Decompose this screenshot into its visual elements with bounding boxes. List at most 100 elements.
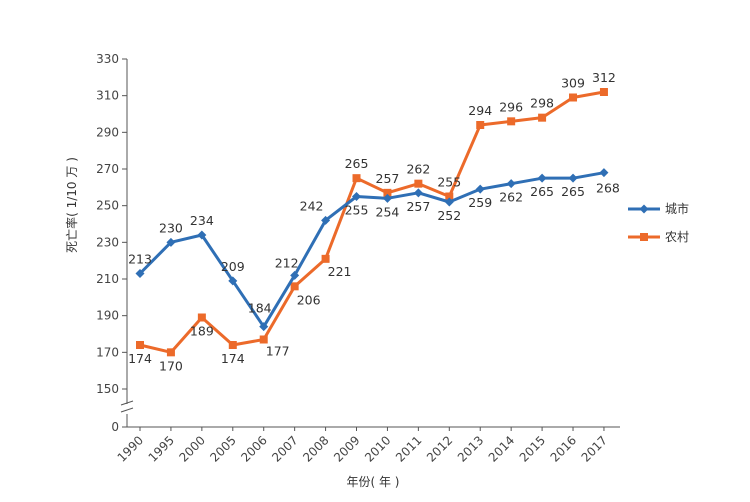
data-point-diamond [413, 188, 423, 198]
data-label: 265 [530, 184, 554, 199]
y-ticks: 0 150 170 190 210 230 250 270 290 310 330 [96, 52, 127, 434]
y-tick-label: 310 [96, 89, 119, 103]
data-label: 309 [561, 76, 585, 91]
data-label: 177 [266, 344, 290, 359]
data-label: 189 [190, 324, 214, 339]
y-tick-label: 290 [96, 125, 119, 139]
data-point-diamond [444, 197, 454, 207]
data-point-diamond [506, 179, 516, 189]
y-tick-label: 170 [96, 345, 119, 359]
data-point-square [383, 188, 392, 197]
y-tick-label: 330 [96, 52, 119, 66]
data-label: 268 [596, 181, 620, 196]
legend-item-rural: 农村 [628, 230, 689, 244]
data-point-diamond [197, 230, 207, 240]
data-point-diamond [166, 237, 176, 247]
data-label: 262 [499, 190, 523, 205]
legend-label: 城市 [665, 201, 689, 216]
data-point-diamond [568, 173, 578, 183]
data-point-square [228, 341, 237, 349]
x-axis-label: 年份( 年 ) [347, 475, 400, 489]
axes [120, 59, 620, 428]
data-label: 206 [297, 292, 321, 307]
data-label: 213 [128, 252, 152, 267]
data-point-square [599, 88, 608, 96]
y-tick-label: 250 [96, 199, 119, 213]
series-line [138, 171, 605, 329]
data-label: 257 [406, 199, 430, 214]
x-tick-label: 2017 [579, 433, 610, 464]
data-point-diamond [639, 204, 649, 214]
legend-label: 农村 [665, 230, 689, 244]
data-point-square [507, 117, 516, 126]
data-label: 212 [275, 255, 299, 270]
data-label: 312 [592, 70, 616, 85]
data-point-diamond [228, 276, 238, 286]
data-label: 209 [221, 259, 245, 274]
x-tick-label: 2013 [455, 433, 486, 464]
data-label: 174 [221, 351, 245, 366]
y-tick-label: 210 [96, 272, 119, 286]
data-point-diamond [475, 184, 485, 194]
data-label: 174 [128, 351, 152, 366]
x-tick-label: 2006 [238, 433, 269, 464]
data-point-square [414, 179, 423, 188]
data-point-diamond [135, 269, 145, 278]
x-tick-label: 2007 [269, 433, 300, 464]
data-label: 259 [468, 195, 492, 210]
data-label: 252 [437, 208, 461, 223]
data-point-diamond [599, 168, 609, 178]
data-point-diamond [259, 322, 269, 332]
series-line [139, 90, 605, 354]
x-tick-label: 2011 [393, 433, 424, 464]
x-tick-label: 2015 [517, 433, 548, 464]
data-label: 265 [561, 184, 585, 199]
data-point-square [445, 192, 454, 201]
x-tick-label: 2009 [331, 433, 362, 464]
data-label: 265 [345, 156, 369, 171]
legend-item-urban: 城市 [628, 201, 689, 216]
data-label: 230 [159, 220, 183, 235]
y-axis-label: 死亡率( 1/10 万 ) [64, 157, 79, 253]
data-label: 255 [345, 203, 369, 218]
data-point-diamond [382, 193, 392, 203]
data-label: 298 [530, 96, 554, 111]
data-label: 255 [437, 175, 461, 190]
x-tick-label: 2000 [176, 433, 207, 464]
data-point-square [352, 174, 361, 183]
series-rural [136, 88, 608, 357]
data-label: 257 [376, 171, 400, 186]
x-tick-label: 1995 [146, 433, 177, 464]
data-label: 262 [406, 162, 430, 177]
data-point-square [640, 233, 648, 241]
data-point-square [476, 121, 485, 129]
series-layer [135, 88, 609, 357]
y-tick-label: 270 [96, 162, 119, 176]
data-point-square [166, 348, 175, 357]
data-label: 184 [248, 301, 272, 316]
x-tick-label: 2008 [300, 433, 331, 464]
data-point-diamond [352, 192, 362, 201]
data-point-diamond [537, 173, 547, 183]
data-point-diamond [290, 270, 300, 280]
y-tick-label: 190 [96, 309, 119, 323]
data-label: 294 [468, 103, 492, 118]
data-label: 221 [328, 264, 352, 279]
data-labels: 213 174 230 170 234 189 209 174 184 177 212 206 242 2… [128, 70, 620, 373]
x-ticks: 1990 1995 2000 2005 2006 2007 2008 2009 2010 2011… [115, 427, 610, 465]
y-tick-label: 0 [111, 420, 119, 434]
data-point-square [538, 113, 547, 122]
data-label: 242 [300, 198, 324, 213]
x-tick-label: 1990 [115, 433, 146, 464]
data-point-square [290, 282, 299, 291]
x-tick-label: 2014 [486, 433, 517, 464]
axis-break-mark [120, 400, 134, 413]
y-tick-label: 230 [96, 235, 119, 249]
x-tick-label: 2012 [424, 433, 455, 464]
data-point-square [136, 341, 144, 349]
data-point-diamond [321, 215, 331, 225]
x-tick-label: 2005 [207, 433, 238, 464]
series-urban [135, 168, 609, 332]
